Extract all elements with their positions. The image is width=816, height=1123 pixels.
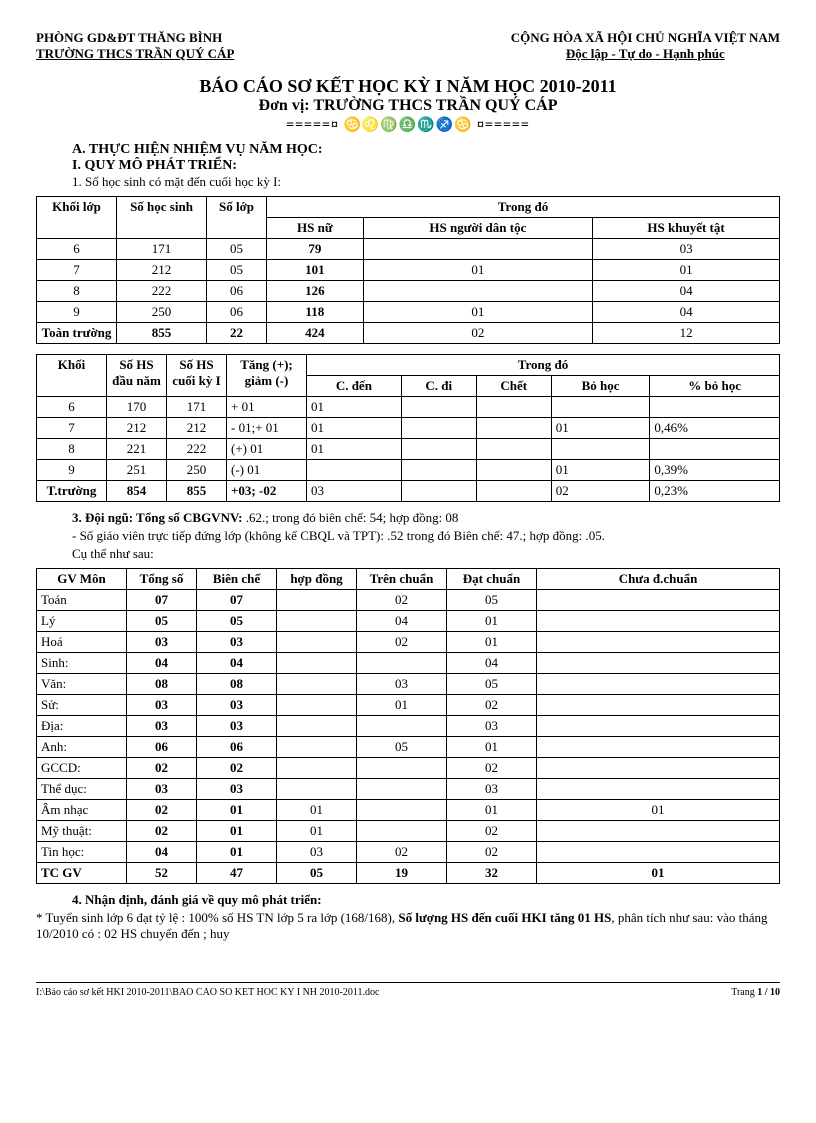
section-3-line3: Cụ thể như sau: bbox=[72, 546, 780, 562]
title-line2: Đơn vị: TRƯỜNG THCS TRẦN QUÝ CÁP bbox=[36, 97, 780, 115]
t1-h-khoi: Khối lớp bbox=[37, 197, 117, 239]
t2-h-pbo: % bỏ học bbox=[650, 376, 780, 397]
table-row: GCCD:020202 bbox=[37, 758, 780, 779]
table-row: TC GV524705193201 bbox=[37, 863, 780, 884]
t1-h-solop: Số lớp bbox=[207, 197, 267, 239]
footer-path: I:\Báo cáo sơ kết HKI 2010-2011\BAO CAO … bbox=[36, 987, 379, 998]
table-row: 8221222(+) 0101 bbox=[37, 439, 780, 460]
section-4-body: * Tuyển sinh lớp 6 đạt tỷ lệ : 100% số H… bbox=[36, 910, 780, 942]
section-3-line1: 3. Đội ngũ: Tổng số CBGVNV: .62.; trong … bbox=[72, 510, 780, 526]
table-row: T.trường854855+03; -0203020,23% bbox=[37, 481, 780, 502]
table-row: Thể dục:030303 bbox=[37, 779, 780, 800]
t3-h-hd: hợp đồng bbox=[277, 569, 357, 590]
nation-line2: Độc lập - Tự do - Hạnh phúc bbox=[511, 46, 780, 62]
t2-h-cuoi: Số HS cuối kỳ I bbox=[167, 355, 227, 397]
table-row: 6171057903 bbox=[37, 239, 780, 260]
title-divider: =====¤ ♋♌♍♎♏♐♋ ¤===== bbox=[36, 117, 780, 134]
table-row: Mỹ thuật:02010102 bbox=[37, 821, 780, 842]
t3-h-tren: Trên chuẩn bbox=[357, 569, 447, 590]
table-teachers: GV Môn Tổng số Biên chế hợp đồng Trên ch… bbox=[36, 568, 780, 884]
t2-h-bo: Bỏ học bbox=[551, 376, 650, 397]
table-row: Hoá03030201 bbox=[37, 632, 780, 653]
t3-h-dat: Đạt chuẩn bbox=[447, 569, 537, 590]
table-row: Văn:08080305 bbox=[37, 674, 780, 695]
t1-h-hsnu: HS nữ bbox=[267, 218, 364, 239]
t1-h-trongdo: Trong đó bbox=[267, 197, 780, 218]
t2-h-khoi: Khối bbox=[37, 355, 107, 397]
t1-h-hsdt: HS người dân tộc bbox=[363, 218, 593, 239]
footer-page: Trang 1 / 10 bbox=[731, 987, 780, 998]
t3-h-bc: Biên chế bbox=[197, 569, 277, 590]
table-enrollment: Khối lớp Số học sinh Số lớp Trong đó HS … bbox=[36, 196, 780, 344]
s4-bold: Số lượng HS đến cuối HKI tăng 01 HS bbox=[398, 910, 611, 925]
table-row: 9251250(-) 01010,39% bbox=[37, 460, 780, 481]
title-block: BÁO CÁO SƠ KẾT HỌC KỲ I NĂM HỌC 2010-201… bbox=[36, 76, 780, 134]
table-row: Sinh:040404 bbox=[37, 653, 780, 674]
header-right: CỘNG HÒA XÃ HỘI CHỦ NGHĨA VIỆT NAM Độc l… bbox=[511, 30, 780, 62]
footer-post: / 10 bbox=[762, 987, 780, 998]
nation-line1: CỘNG HÒA XÃ HỘI CHỦ NGHĨA VIỆT NAM bbox=[511, 30, 780, 46]
table-row: Lý05050401 bbox=[37, 611, 780, 632]
t2-h-cdi: C. đi bbox=[401, 376, 476, 397]
t2-h-cden: C. đến bbox=[307, 376, 402, 397]
page-footer: I:\Báo cáo sơ kết HKI 2010-2011\BAO CAO … bbox=[36, 982, 780, 998]
table-row: Âm nhạc0201010101 bbox=[37, 800, 780, 821]
table-row: 6170171+ 0101 bbox=[37, 397, 780, 418]
org-line1: PHÒNG GD&ĐT THĂNG BÌNH bbox=[36, 30, 234, 46]
t2-h-dau: Số HS đầu năm bbox=[107, 355, 167, 397]
title-line1: BÁO CÁO SƠ KẾT HỌC KỲ I NĂM HỌC 2010-201… bbox=[36, 76, 780, 97]
t3-h-mon: GV Môn bbox=[37, 569, 127, 590]
table-row: Toàn trường855224240212 bbox=[37, 323, 780, 344]
t2-h-chet: Chết bbox=[476, 376, 551, 397]
t3-h-chua: Chưa đ.chuẩn bbox=[537, 569, 780, 590]
table-row: Toán07070205 bbox=[37, 590, 780, 611]
table-row: 7212051010101 bbox=[37, 260, 780, 281]
t3-h-tong: Tổng số bbox=[127, 569, 197, 590]
section-1: 1. Số học sinh có mặt đến cuối học kỳ I: bbox=[72, 174, 780, 190]
table-row: Tin học:0401030202 bbox=[37, 842, 780, 863]
table-row: Địa:030303 bbox=[37, 716, 780, 737]
table-change: Khối Số HS đầu năm Số HS cuối kỳ I Tăng … bbox=[36, 354, 780, 502]
section-4-title: 4. Nhận định, đánh giá về quy mô phát tr… bbox=[72, 892, 780, 908]
footer-pre: Trang bbox=[731, 987, 757, 998]
section-3-line2: - Số giáo viên trực tiếp đứng lớp (không… bbox=[72, 528, 780, 544]
section-a: A. THỰC HIỆN NHIỆM VỤ NĂM HỌC: bbox=[72, 142, 780, 158]
s3-bold: 3. Đội ngũ: Tổng số CBGVNV: bbox=[72, 510, 243, 525]
s3-rest: .62.; trong đó biên chế: 54; hợp đồng: 0… bbox=[243, 510, 459, 525]
header-left: PHÒNG GD&ĐT THĂNG BÌNH TRƯỜNG THCS TRẦN … bbox=[36, 30, 234, 62]
table-row: Anh:06060501 bbox=[37, 737, 780, 758]
doc-header: PHÒNG GD&ĐT THĂNG BÌNH TRƯỜNG THCS TRẦN … bbox=[36, 30, 780, 62]
t2-h-tang: Tăng (+); giảm (-) bbox=[227, 355, 307, 397]
s4-pre: * Tuyển sinh lớp 6 đạt tỷ lệ : 100% số H… bbox=[36, 910, 398, 925]
table-row: Sử:03030102 bbox=[37, 695, 780, 716]
table-row: 7212212- 01;+ 0101010,46% bbox=[37, 418, 780, 439]
section-i: I. QUY MÔ PHÁT TRIỂN: bbox=[72, 158, 780, 174]
t2-h-trongdo: Trong đó bbox=[307, 355, 780, 376]
t1-h-hskt: HS khuyết tật bbox=[593, 218, 780, 239]
table-row: 9250061180104 bbox=[37, 302, 780, 323]
t1-h-sohs: Số học sinh bbox=[117, 197, 207, 239]
table-row: 82220612604 bbox=[37, 281, 780, 302]
org-line2: TRƯỜNG THCS TRẦN QUÝ CÁP bbox=[36, 46, 234, 62]
